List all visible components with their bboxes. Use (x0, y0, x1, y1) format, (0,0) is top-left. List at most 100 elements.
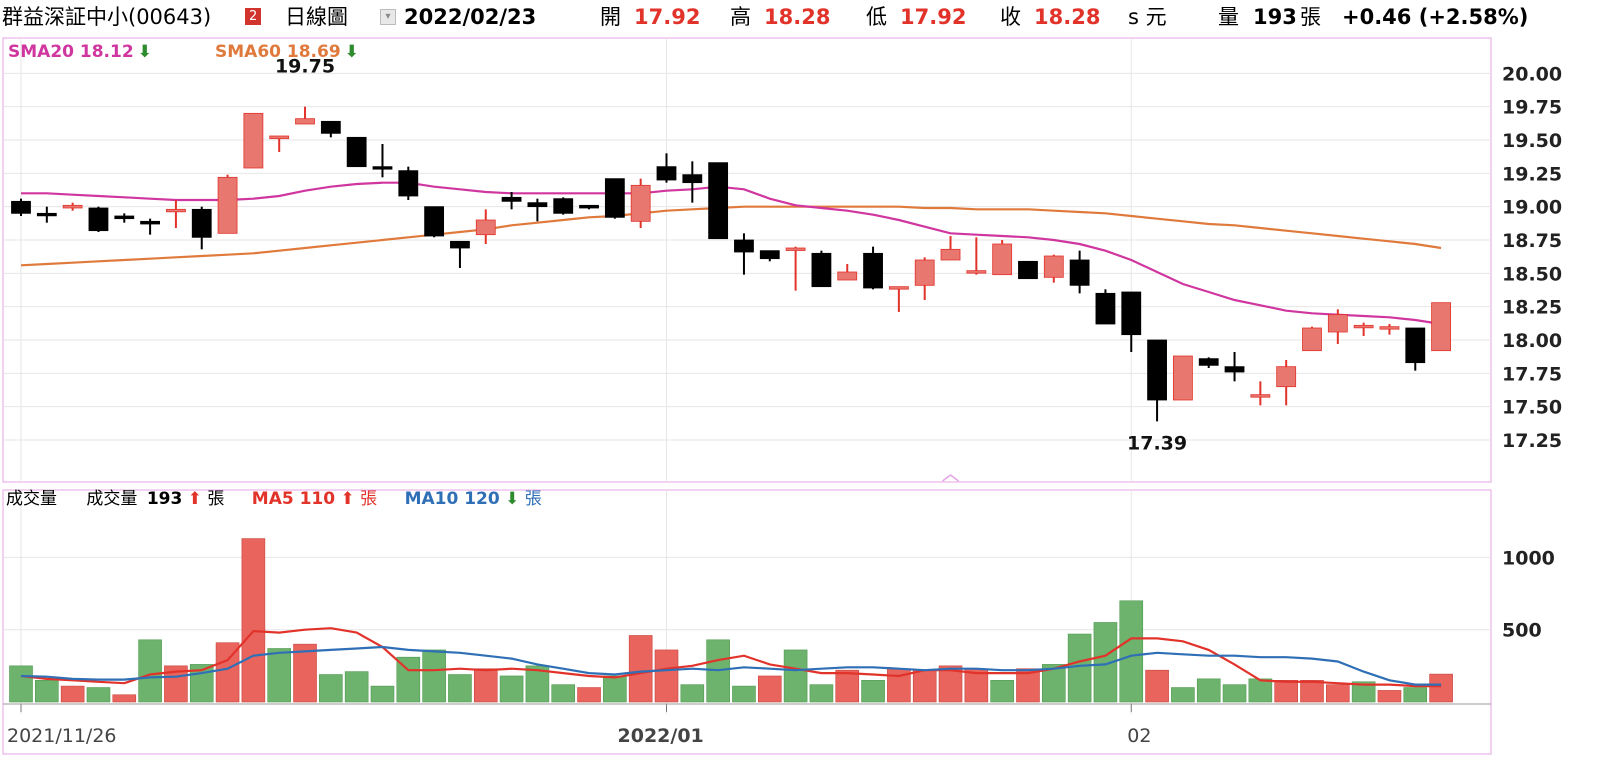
candle (1121, 291, 1142, 352)
period-dropdown-chevron-icon[interactable]: ▾ (380, 9, 396, 25)
price-tick-label: 17.25 (1502, 430, 1562, 452)
candle (940, 236, 961, 261)
candle-body (1353, 324, 1374, 329)
price-annotation: 19.75 (275, 56, 335, 78)
price-tick-label: 19.25 (1502, 163, 1562, 185)
volume-bar (1093, 622, 1118, 703)
candle (682, 161, 703, 203)
candle-body (166, 208, 186, 213)
volume-value: 193 (1253, 5, 1297, 29)
candle-body (888, 286, 909, 290)
price-annotation: 17.39 (1127, 432, 1187, 454)
price-tick-label: 19.00 (1502, 197, 1562, 219)
volume-bar (603, 675, 627, 703)
volume-bar (1274, 680, 1298, 703)
volume-bar (1119, 600, 1144, 703)
candle-body (269, 135, 290, 140)
candle (217, 174, 238, 234)
legend-volume: 成交量 成交量 193 ⬆ 張 MA5 110 ⬆ 張 MA10 120 ⬇ 張 (6, 489, 542, 509)
volume-bar (35, 680, 59, 703)
volume-bar (86, 687, 111, 703)
volume-bar (732, 685, 756, 703)
candle (1405, 327, 1426, 371)
x-tick-label: 2022/01 (618, 725, 704, 747)
volume-bar (912, 669, 937, 703)
volume-ma-lines (20, 627, 1442, 688)
volume-bar (473, 668, 498, 703)
candle (1379, 324, 1400, 335)
candle (1095, 289, 1116, 325)
candle-body (243, 112, 264, 169)
volume-bar (654, 649, 679, 703)
candle (604, 178, 625, 219)
candle-body (1173, 355, 1193, 401)
candle-body (346, 136, 367, 168)
candle-body (734, 239, 754, 253)
candle (1198, 357, 1219, 368)
candle (1250, 381, 1271, 406)
candle (450, 240, 470, 268)
price-tick-label: 18.00 (1502, 330, 1562, 352)
sma60-line (20, 205, 1442, 267)
candle (1353, 322, 1374, 336)
candle-body (1121, 291, 1142, 336)
volume-bar (1429, 673, 1453, 703)
candle-body (1224, 366, 1245, 373)
volume-bar (1196, 678, 1221, 703)
volume-bar (1016, 668, 1040, 703)
candle (475, 209, 496, 244)
volume-bar (757, 675, 782, 703)
candle (295, 106, 315, 125)
candle-body (708, 162, 729, 240)
candle-body (811, 252, 832, 288)
candle (1431, 302, 1451, 352)
candle-body (863, 252, 883, 289)
period-dropdown[interactable]: 日線圖 (285, 5, 348, 29)
volume-bar (293, 643, 317, 703)
candle-body (785, 247, 806, 251)
candle-body (475, 219, 496, 236)
candlesticks (11, 106, 1451, 422)
price-annotations: 19.75 17.39 (275, 56, 1187, 482)
volume-bar (319, 674, 343, 703)
candle-body (88, 207, 109, 232)
candle (424, 206, 445, 238)
candle-body (1198, 358, 1219, 366)
volume-bar (60, 685, 85, 703)
candle (320, 120, 341, 138)
price-panel-frame (2, 37, 1492, 483)
legend-sma20: SMA20 18.12 ⬇ (8, 42, 152, 62)
alert-badge[interactable]: 2 (245, 8, 262, 25)
volume-bar (628, 635, 653, 703)
low-label: 低 (866, 5, 887, 29)
candle (785, 246, 806, 291)
candle-body (1069, 259, 1090, 286)
candle (1147, 339, 1167, 422)
volume-bar (1403, 687, 1428, 703)
price-tick-label: 19.50 (1502, 130, 1562, 152)
candle-body (527, 202, 548, 208)
x-tick-label: 02 (1127, 725, 1151, 747)
volume-bar (370, 685, 395, 703)
volume-bars (9, 538, 1453, 703)
stock-chart[interactable]: 20.00 19.75 19.50 19.25 19.00 18.75 18.50 18.25… (0, 34, 1600, 762)
candle (863, 246, 883, 290)
quote-date: 2022/02/23 (404, 5, 537, 29)
price-tick-label: 20.00 (1502, 63, 1562, 85)
open-value: 17.92 (634, 5, 701, 29)
price-tick-label: 17.75 (1502, 363, 1562, 385)
candle (837, 264, 858, 281)
close-unit: s 元 (1128, 5, 1167, 29)
candle (914, 257, 935, 300)
volume-bar (215, 642, 240, 703)
volume-bar (938, 665, 963, 703)
volume-label: 量 (1218, 5, 1239, 29)
volume-bar (1171, 687, 1195, 703)
candle-body (36, 212, 57, 217)
volume-tick-label: 500 (1502, 620, 1542, 642)
candle (527, 198, 548, 222)
candle-body (682, 174, 703, 184)
high-value: 18.28 (764, 5, 831, 29)
stock-name: 群益深証中小(00643) (2, 5, 212, 29)
volume-bar (1377, 690, 1402, 703)
